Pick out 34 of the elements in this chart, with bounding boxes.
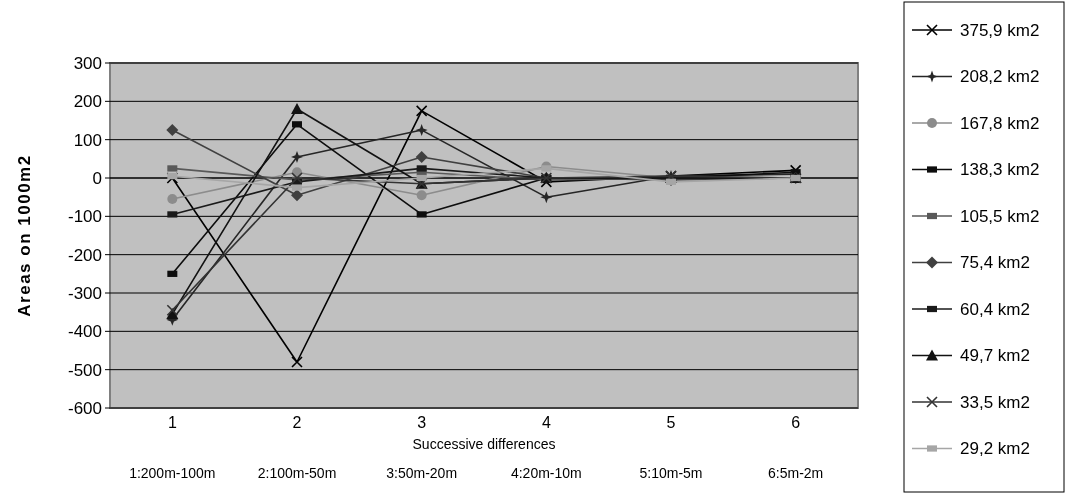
legend-label: 208,2 km2 (960, 67, 1040, 87)
x-tick-label: 5 (666, 414, 676, 431)
text: 1:200m-100m (129, 465, 216, 481)
legend-label: 33,5 km2 (960, 392, 1030, 412)
text: 6:5m-2m (768, 465, 824, 481)
x-tick-label: 2 (292, 414, 302, 431)
legend-label: 29,2 km2 (960, 439, 1030, 459)
y-tick-label: -400 (67, 322, 102, 342)
x-axis-title: Successive differences (412, 436, 556, 452)
legend-label: 105,5 km2 (960, 206, 1040, 226)
y-tick-label: -100 (67, 207, 102, 227)
y-tick-label: -300 (67, 283, 102, 303)
y-tick-label: 100 (73, 130, 102, 150)
legend-label: 49,7 km2 (960, 346, 1030, 366)
y-tick-label: 300 (73, 53, 102, 73)
legend-label: 60,4 km2 (960, 299, 1030, 319)
legend-label: 138,3 km2 (960, 160, 1040, 180)
y-tick-label: 0 (92, 168, 102, 188)
text: 5:10m-5m (639, 465, 703, 481)
y-tick-label: 200 (73, 92, 102, 112)
text: 4:20m-10m (510, 465, 582, 481)
legend-label: 75,4 km2 (960, 253, 1030, 273)
legend-label: 167,8 km2 (960, 113, 1040, 133)
y-tick-label: -500 (67, 360, 102, 380)
x-tick-label: 1 (167, 414, 177, 431)
text: 3:50m-20m (386, 465, 458, 481)
y-axis-title: Areas on 1000m2 (15, 154, 34, 317)
legend-label: 375,9 km2 (960, 20, 1040, 40)
text: 2:100m-50m (257, 465, 337, 481)
y-tick-label: -600 (67, 398, 102, 418)
y-tick-label: -200 (67, 245, 102, 265)
x-tick-label: 4 (541, 414, 551, 431)
x-tick-label: 3 (417, 414, 427, 431)
x-tick-label: 6 (791, 414, 801, 431)
